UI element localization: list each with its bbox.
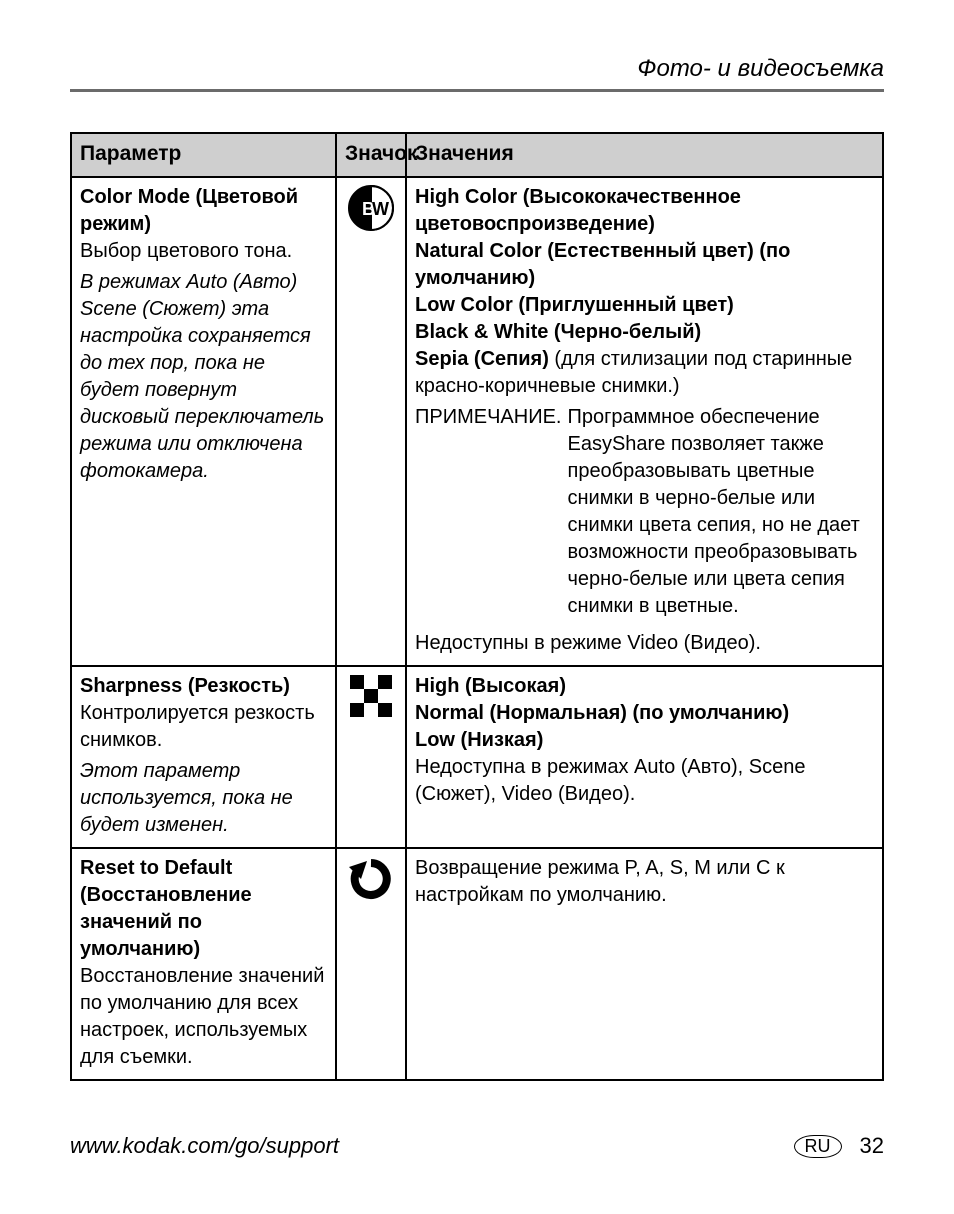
section-title: Фото- и видеосъемка <box>637 55 884 82</box>
values-cell: Возвращение режима P, A, S, M или C к на… <box>406 848 883 1080</box>
value-unavailable: Недоступна в режимах Auto (Авто), Scene … <box>415 754 874 808</box>
param-subtitle: Восстановление значений по умолчанию для… <box>80 963 327 1071</box>
value-normal: Normal (Нормальная) (по умолчанию) <box>415 700 874 727</box>
col-header-param: Параметр <box>71 133 336 177</box>
value-high: High (Высокая) <box>415 673 874 700</box>
icon-cell <box>336 848 406 1080</box>
value-text: Возвращение режима P, A, S, M или C к на… <box>415 855 874 909</box>
param-note: Этот параметр используется, пока не буде… <box>80 758 327 839</box>
value-sepia-line: Sepia (Сепия) (для стилизации под старин… <box>415 346 874 400</box>
footer-right: RU 32 <box>794 1133 884 1159</box>
value-natural-color: Natural Color (Естественный цвет) (по ум… <box>415 238 874 292</box>
table-header-row: Параметр Значок Значения <box>71 133 883 177</box>
param-subtitle: Выбор цветового тона. <box>80 238 327 265</box>
reset-icon <box>347 855 395 903</box>
values-cell: High Color (Высококачественное цветовосп… <box>406 177 883 666</box>
svg-text:W: W <box>372 199 389 219</box>
col-header-values: Значения <box>406 133 883 177</box>
section-header: Фото- и видеосъемка <box>70 55 884 92</box>
param-title-line2: (Восстановление значений по умолчанию) <box>80 882 327 963</box>
icon-cell <box>336 666 406 848</box>
value-low-color: Low Color (Приглушенный цвет) <box>415 292 874 319</box>
sharpness-icon <box>348 673 394 719</box>
param-title: Sharpness (Резкость) <box>80 673 327 700</box>
value-bw: Black & White (Черно-белый) <box>415 319 874 346</box>
param-note: В режимах Auto (Авто) Scene (Сюжет) эта … <box>80 269 327 485</box>
icon-cell: B W <box>336 177 406 666</box>
note-block: ПРИМЕЧАНИЕ. Программное обеспечение Easy… <box>415 404 874 620</box>
value-sepia-bold: Sepia (Сепия) <box>415 348 549 370</box>
value-high-color: High Color (Высококачественное цветовосп… <box>415 184 874 238</box>
footer-url: www.kodak.com/go/support <box>70 1133 339 1159</box>
param-title-line1: Reset to Default <box>80 855 327 882</box>
note-body: Программное обеспечение EasyShare позвол… <box>567 404 874 620</box>
bw-icon: B W <box>347 184 395 232</box>
value-unavailable: Недоступны в режиме Video (Видео). <box>415 630 874 657</box>
lang-badge: RU <box>794 1135 842 1158</box>
value-low: Low (Низкая) <box>415 727 874 754</box>
page-footer: www.kodak.com/go/support RU 32 <box>70 1133 884 1159</box>
col-header-icon: Значок <box>336 133 406 177</box>
table-row: Reset to Default (Восстановление значени… <box>71 848 883 1080</box>
values-cell: High (Высокая) Normal (Нормальная) (по у… <box>406 666 883 848</box>
param-cell: Color Mode (Цветовой режим) Выбор цветов… <box>71 177 336 666</box>
table-row: Sharpness (Резкость) Контролируется резк… <box>71 666 883 848</box>
param-subtitle: Контролируется резкость снимков. <box>80 700 327 754</box>
page-number: 32 <box>860 1133 884 1159</box>
settings-table: Параметр Значок Значения Color Mode (Цве… <box>70 132 884 1081</box>
page: Фото- и видеосъемка Параметр Значок Знач… <box>0 0 954 1214</box>
param-cell: Reset to Default (Восстановление значени… <box>71 848 336 1080</box>
param-title: Color Mode (Цветовой режим) <box>80 184 327 238</box>
note-label: ПРИМЕЧАНИЕ. <box>415 404 567 620</box>
table-row: Color Mode (Цветовой режим) Выбор цветов… <box>71 177 883 666</box>
param-cell: Sharpness (Резкость) Контролируется резк… <box>71 666 336 848</box>
